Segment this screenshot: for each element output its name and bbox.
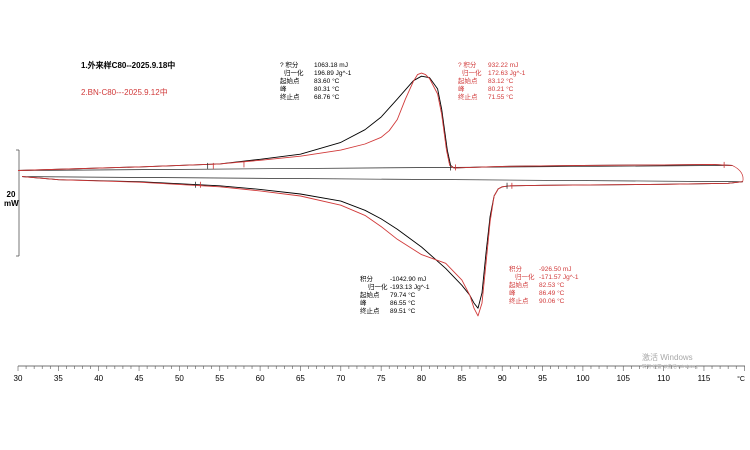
x-tick-label: 45 <box>135 374 144 383</box>
x-tick-label: 105 <box>617 374 631 383</box>
x-tick-label: 30 <box>14 374 23 383</box>
annotation-cool-run-2: 积分 -926.50 mJ 归一化 -171.57 Jg^-1 起始点 82.53 °… <box>509 266 579 306</box>
x-tick-label: 40 <box>94 374 103 383</box>
y-scale-unit: mW <box>4 199 19 208</box>
annotation-label: 积分 <box>360 276 373 283</box>
annotation-label: 终止点 <box>280 94 300 101</box>
annotation-label: 归一化 <box>284 70 304 77</box>
loop-end-connector <box>732 165 744 182</box>
annotation-label: 终止点 <box>458 94 478 101</box>
dsc-curves <box>17 72 743 317</box>
annotation-value: 68.76 °C <box>314 94 340 101</box>
x-tick-label: 70 <box>336 374 345 383</box>
watermark-subtitle: 转到"设置"以激活 Windows。 <box>642 364 701 369</box>
legend-run-2: 2.BN-C80---2025.9.12中 <box>81 88 168 97</box>
annotation-value: 79.74 °C <box>390 292 416 299</box>
annotation-label: 起始点 <box>360 292 380 299</box>
x-tick-label: 85 <box>457 374 466 383</box>
annotation-value: 86.55 °C <box>390 300 416 307</box>
x-tick-label: 90 <box>498 374 507 383</box>
annotation-label: 归一化 <box>368 284 388 291</box>
annotation-label: ? 积分 <box>280 62 299 69</box>
annotation-value: 1063.18 mJ <box>314 62 348 69</box>
x-tick-label: 55 <box>215 374 224 383</box>
integration-baselines <box>17 165 744 183</box>
annotation-value: 89.51 °C <box>390 308 416 315</box>
cooling-baseline <box>22 176 743 183</box>
annotation-label: 归一化 <box>515 274 535 281</box>
annotation-label: 峰 <box>360 300 367 307</box>
legend-run-1: 1.外来样C80--2025.9.18中 <box>81 61 176 70</box>
annotation-label: 积分 <box>509 266 522 273</box>
annotation-label: 峰 <box>280 86 287 93</box>
x-tick-label: 50 <box>175 374 184 383</box>
series-2-heating-line <box>17 72 733 171</box>
annotation-label: 终止点 <box>360 308 380 315</box>
x-tick-label: 65 <box>296 374 305 383</box>
annotation-label: 归一化 <box>462 70 482 77</box>
annotation-value: 83.60 °C <box>314 78 340 85</box>
annotation-label: 起始点 <box>280 78 300 85</box>
x-tick-label: 115 <box>698 374 711 383</box>
y-scale-bracket <box>16 149 20 257</box>
series-2-cooling-line <box>21 176 743 317</box>
annotation-cool-run-1: 积分 -1042.90 mJ 归一化 -193.13 Jg^-1 起始点 79.74 … <box>360 276 430 316</box>
annotation-value: 83.12 °C <box>488 78 514 85</box>
annotation-heat-run-1: ? 积分 1063.18 mJ 归一化 196.89 Jg^-1 起始点 83.60 … <box>280 62 351 102</box>
annotation-value: 82.53 °C <box>539 282 565 289</box>
integration-markers <box>195 161 725 189</box>
annotation-value: 86.49 °C <box>539 290 565 297</box>
annotation-value: 932.22 mJ <box>488 62 519 69</box>
x-tick-label: 80 <box>417 374 426 383</box>
x-axis-unit: °C <box>737 375 745 383</box>
watermark-title: 激活 Windows <box>642 353 693 362</box>
annotation-label: 起始点 <box>458 78 478 85</box>
annotation-label: 峰 <box>509 290 516 297</box>
windows-activation-watermark: 激活 Windows 转到"设置"以激活 Windows。 <box>642 352 701 370</box>
x-tick-label: 95 <box>538 374 547 383</box>
x-axis: 30 35 40 45 50 55 60 65 70 75 80 85 90 95 100 105 110 115… <box>14 365 745 383</box>
annotation-value: 80.21 °C <box>488 86 514 93</box>
annotation-value: 196.89 Jg^-1 <box>314 70 352 77</box>
annotation-label: 终止点 <box>509 298 529 305</box>
x-axis-ticks <box>17 366 745 371</box>
annotation-value: -171.57 Jg^-1 <box>539 274 579 281</box>
annotation-value: -193.13 Jg^-1 <box>390 284 430 291</box>
heating-baseline <box>17 165 733 171</box>
x-tick-label: 100 <box>576 374 590 383</box>
x-tick-label: 35 <box>54 374 63 383</box>
y-scale-label: 20 mW <box>4 190 19 208</box>
annotation-value: 71.55 °C <box>488 94 514 101</box>
annotation-value: 90.06 °C <box>539 298 565 305</box>
annotation-heat-run-2: ? 积分 932.22 mJ 归一化 172.63 Jg^-1 起始点 83.12 °… <box>458 62 525 102</box>
x-tick-label: 60 <box>256 374 265 383</box>
x-axis-tick-labels: 30 35 40 45 50 55 60 65 70 75 80 85 90 95 100 105 110 115… <box>14 374 745 383</box>
annotation-label: ? 积分 <box>458 62 477 69</box>
y-scale-value: 20 <box>6 190 16 199</box>
annotation-label: 峰 <box>458 86 465 93</box>
annotation-value: 80.31 °C <box>314 86 340 93</box>
annotation-label: 起始点 <box>509 282 529 289</box>
annotation-value: -1042.90 mJ <box>390 276 427 283</box>
annotation-value: 172.63 Jg^-1 <box>488 70 526 77</box>
x-tick-label: 110 <box>657 374 670 383</box>
x-tick-label: 75 <box>377 374 386 383</box>
annotation-value: -926.50 mJ <box>539 266 572 273</box>
